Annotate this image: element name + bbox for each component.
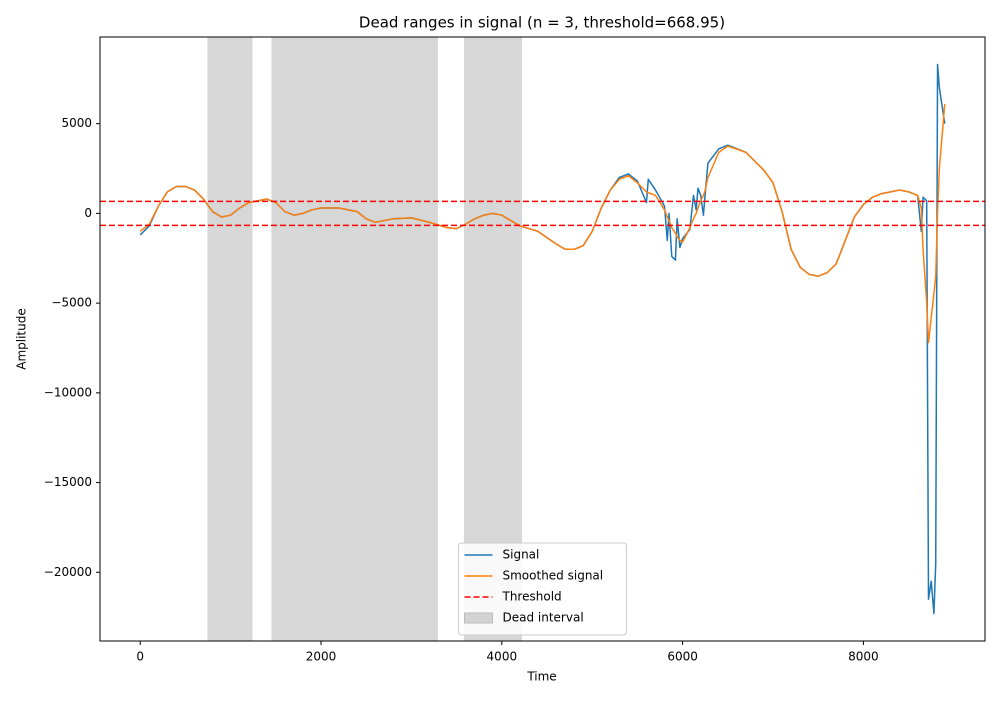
series-line [139, 103, 946, 344]
x-tick-label: 0 [136, 650, 144, 664]
dead-interval [207, 37, 253, 641]
plot-area [100, 37, 985, 641]
y-tick-label: −20000 [44, 565, 92, 579]
legend-label: Signal [503, 548, 540, 562]
x-tick-label: 8000 [848, 650, 879, 664]
dead-interval [463, 37, 523, 641]
x-tick-label: 4000 [487, 650, 518, 664]
y-tick-label: 0 [84, 206, 92, 220]
axes-frame [99, 36, 986, 642]
dead-interval [271, 37, 438, 641]
legend-swatch [464, 612, 493, 624]
y-tick-label: −5000 [51, 296, 92, 310]
x-axis-label: Time [526, 670, 556, 684]
legend-box [458, 542, 627, 636]
y-tick-label: −15000 [44, 475, 92, 489]
y-tick-label: −10000 [44, 385, 92, 399]
y-tick-label: 5000 [61, 116, 92, 130]
y-axis-label: Amplitude [15, 308, 29, 370]
legend-label: Smoothed signal [503, 569, 604, 583]
legend-label: Threshold [502, 590, 562, 604]
legend: Signal Smoothed signal Threshold Dead inter… [458, 542, 627, 636]
x-tick-label: 2000 [306, 650, 337, 664]
x-tick-label: 6000 [667, 650, 698, 664]
legend-label: Dead interval [503, 611, 584, 625]
chart-title: Dead ranges in signal (n = 3, threshold=… [359, 14, 725, 32]
